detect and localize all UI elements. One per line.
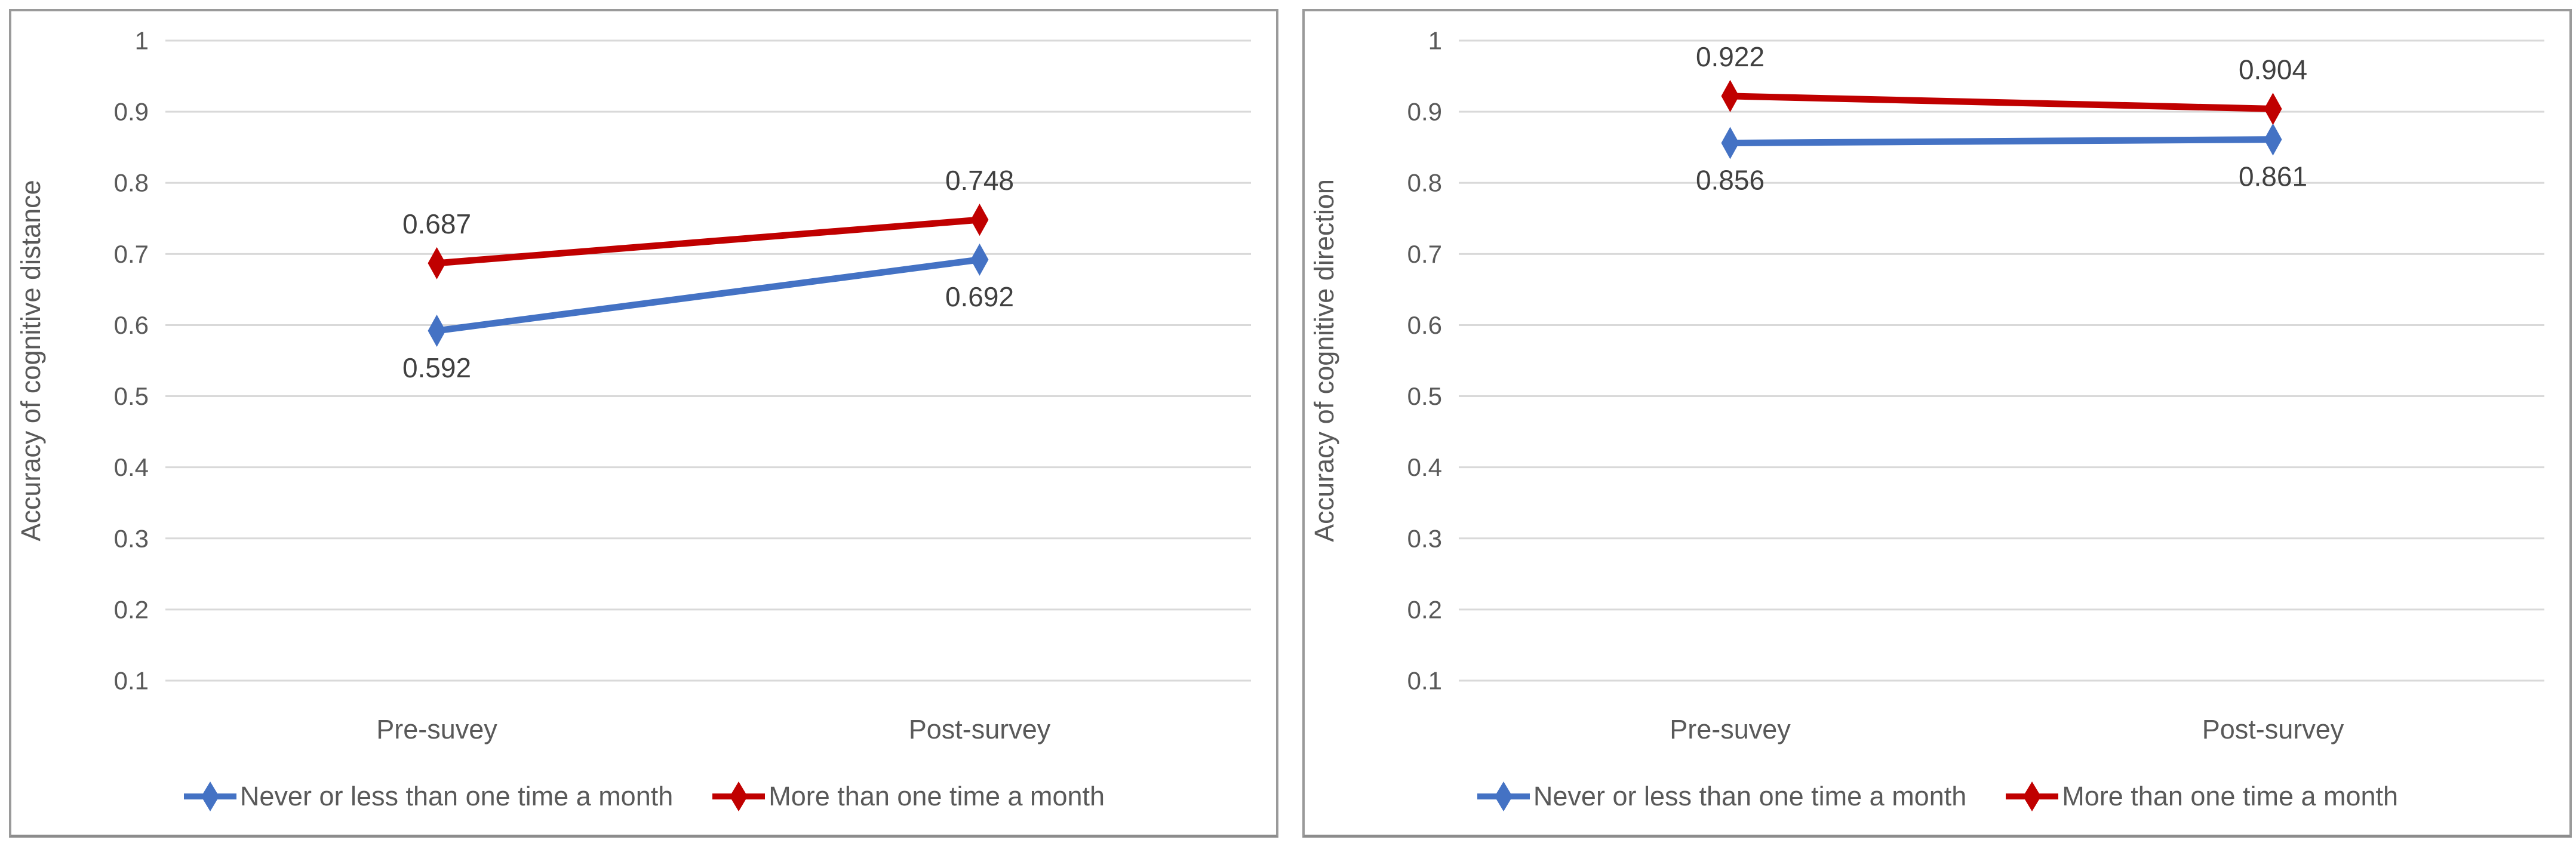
y-tick-label: 1 xyxy=(1428,27,1442,55)
y-tick-label: 0.2 xyxy=(114,595,149,623)
data-point-diamond-marker xyxy=(428,314,446,347)
legend-diamond-icon xyxy=(2023,781,2042,811)
legend-label: Never or less than one time a month xyxy=(239,780,674,811)
legend-item-more: More than one time a month xyxy=(2005,780,2398,813)
data-point-diamond-marker xyxy=(2264,123,2282,156)
series-line xyxy=(434,256,983,334)
x-category-label: Post-survey xyxy=(2202,714,2344,745)
legend-diamond-icon xyxy=(201,781,219,811)
y-tick-label: 0.3 xyxy=(1407,524,1442,552)
blue-line-diamond-marker-icon xyxy=(183,781,236,811)
y-tick-label: 0.6 xyxy=(1407,311,1442,339)
x-category-label: Pre-suvey xyxy=(376,714,497,745)
legend-item-never: Never or less than one time a month xyxy=(183,780,673,813)
y-tick-label: 0.1 xyxy=(1407,667,1442,695)
legend-label: More than one time a month xyxy=(2062,780,2399,811)
y-tick-label: 0.9 xyxy=(1407,98,1442,126)
plot-area-cognitive-distance: Accuracy of cognitive distance 1 0.9 0.8 0.7… xyxy=(16,27,1251,745)
data-label: 0.592 xyxy=(402,352,471,383)
y-tick-label: 0.5 xyxy=(1407,382,1442,410)
chart-panel-cognitive-direction: Accuracy of cognitive direction 1 0.9 0.8 0.… xyxy=(1302,9,2572,838)
y-tick-label: 1 xyxy=(135,27,149,55)
legend-label: More than one time a month xyxy=(769,780,1105,811)
series-line xyxy=(434,216,983,267)
data-label: 0.856 xyxy=(1696,165,1765,196)
legend: Never or less than one time a month More… xyxy=(11,758,1276,835)
y-tick-label: 0.8 xyxy=(1407,169,1442,197)
data-point-diamond-marker xyxy=(428,247,446,279)
data-point-diamond-marker xyxy=(1721,127,1739,159)
legend: Never or less than one time a month More… xyxy=(1305,758,2569,835)
x-category-label: Pre-suvey xyxy=(1670,714,1791,745)
y-tick-label: 0.8 xyxy=(114,169,149,197)
data-label: 0.692 xyxy=(945,281,1014,312)
y-axis-title: Accuracy of cognitive distance xyxy=(16,180,46,541)
y-tick-label: 0.1 xyxy=(114,667,149,695)
legend-label: Never or less than one time a month xyxy=(1533,780,1967,811)
y-tick-label: 0.6 xyxy=(114,311,149,339)
red-line-diamond-marker-icon xyxy=(2006,781,2059,811)
blue-line-diamond-marker-icon xyxy=(1477,781,1530,811)
series-line xyxy=(1727,93,2276,112)
y-tick-label: 0.3 xyxy=(114,524,149,552)
y-tick-label: 0.7 xyxy=(114,240,149,268)
plot-area-cognitive-direction: Accuracy of cognitive direction 1 0.9 0.8 0.… xyxy=(1309,27,2544,745)
data-label: 0.687 xyxy=(402,208,471,239)
data-point-diamond-marker xyxy=(2264,93,2282,125)
y-tick-label: 0.2 xyxy=(1407,595,1442,623)
data-label: 0.861 xyxy=(2239,161,2307,192)
data-point-diamond-marker xyxy=(1721,79,1739,112)
data-point-diamond-marker xyxy=(970,204,989,236)
legend-item-never: Never or less than one time a month xyxy=(1476,780,1966,813)
data-label: 0.904 xyxy=(2239,54,2307,85)
y-axis-title: Accuracy of cognitive direction xyxy=(1309,179,1339,542)
chart-panel-cognitive-distance: Accuracy of cognitive distance 1 0.9 0.8 0.7… xyxy=(9,9,1278,838)
legend-item-more: More than one time a month xyxy=(711,780,1105,813)
legend-diamond-icon xyxy=(730,781,748,811)
data-label: 0.748 xyxy=(945,165,1014,196)
x-category-label: Post-survey xyxy=(909,714,1051,745)
data-label: 0.922 xyxy=(1696,41,1765,72)
y-tick-label: 0.4 xyxy=(114,453,149,481)
y-tick-label: 0.7 xyxy=(1407,240,1442,268)
data-point-diamond-marker xyxy=(970,243,989,276)
y-tick-label: 0.4 xyxy=(1407,453,1442,481)
series-line xyxy=(1727,136,2276,147)
y-tick-label: 0.5 xyxy=(114,382,149,410)
y-tick-label: 0.9 xyxy=(114,98,149,126)
legend-diamond-icon xyxy=(1494,781,1513,811)
red-line-diamond-marker-icon xyxy=(712,781,766,811)
